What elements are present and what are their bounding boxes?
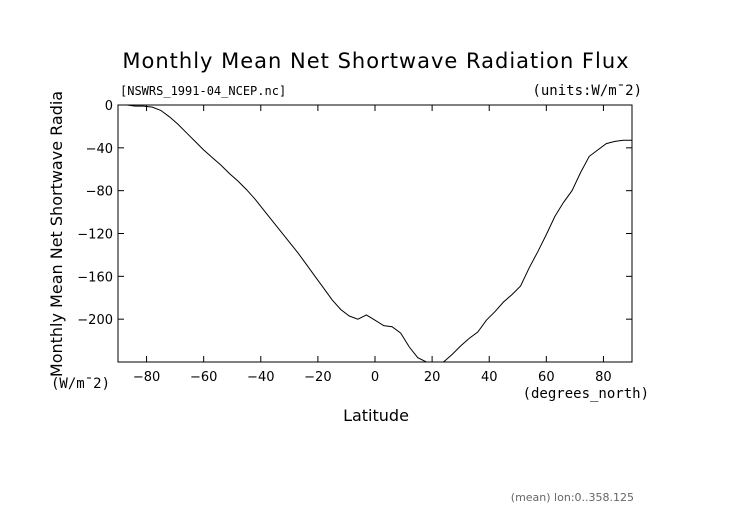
y-tick-label: −40 xyxy=(86,142,113,157)
x-tick-label: 60 xyxy=(538,370,555,385)
x-axis-units: (degrees_north) xyxy=(523,386,649,402)
units-label: (units:W/m¯2) xyxy=(532,83,642,99)
x-tick-label: 40 xyxy=(481,370,498,385)
x-tick-label: 80 xyxy=(595,370,612,385)
x-tick-label: 0 xyxy=(371,370,379,385)
y-axis-ticks: 0 −40 −80 −120 −160 −200 xyxy=(77,99,632,328)
x-tick-label: −80 xyxy=(133,370,160,385)
y-tick-label: −160 xyxy=(77,270,113,285)
y-tick-label: −80 xyxy=(86,185,113,200)
y-tick-label: −120 xyxy=(77,228,113,243)
y-axis-label: Monthly Mean Net Shortwave Radia xyxy=(47,91,66,377)
x-tick-label: −40 xyxy=(247,370,274,385)
y-axis-units: (W/m¯2) xyxy=(51,376,110,392)
file-label: [NSWRS_1991-04_NCEP.nc] xyxy=(120,84,286,98)
x-tick-label: −20 xyxy=(304,370,331,385)
series-group xyxy=(118,104,632,363)
plot-frame xyxy=(117,104,633,363)
y-tick-label: 0 xyxy=(105,99,113,114)
x-axis-label: Latitude xyxy=(343,406,409,425)
series-line xyxy=(118,104,632,363)
footnote: (mean) lon:0..358.125 xyxy=(511,491,634,504)
x-tick-label: −60 xyxy=(190,370,217,385)
x-tick-label: 20 xyxy=(424,370,441,385)
y-tick-label: −200 xyxy=(77,313,113,328)
x-axis-ticks: −80 −60 −40 −20 0 20 40 60 80 xyxy=(133,105,612,385)
chart-title: Monthly Mean Net Shortwave Radiation Flu… xyxy=(122,49,629,73)
